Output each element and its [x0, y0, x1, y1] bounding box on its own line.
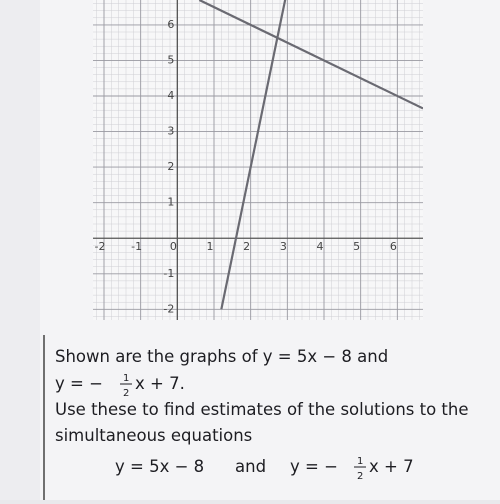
- graph-line: [220, 0, 287, 310]
- question-text: x + 7.: [135, 374, 185, 393]
- x-tick-label: -1: [131, 240, 142, 253]
- x-tick-label: 6: [390, 240, 397, 253]
- equation-joiner: and: [235, 457, 266, 476]
- x-tick-label: 4: [317, 240, 324, 253]
- y-tick-label: 3: [167, 125, 174, 138]
- x-tick-label: 1: [207, 240, 214, 253]
- question-text: simultaneous equations: [55, 426, 252, 445]
- y-tick-label: 2: [167, 160, 174, 173]
- x-tick-label: 0: [170, 240, 177, 253]
- question-text: Shown are the graphs of y = 5x − 8 and: [55, 347, 388, 366]
- equation: y = 5x − 8: [115, 457, 204, 476]
- equation: x + 7: [369, 457, 414, 476]
- fraction-numerator: 1: [123, 373, 129, 384]
- fraction-numerator: 1: [357, 456, 363, 467]
- y-tick-label: -2: [163, 302, 174, 315]
- y-tick-label: 4: [167, 89, 174, 102]
- question-text: y = −: [55, 374, 103, 393]
- graph-line: [198, 0, 423, 110]
- fraction-denominator: 2: [123, 388, 129, 399]
- x-tick-label: 2: [243, 240, 250, 253]
- x-tick-label: -2: [95, 240, 106, 253]
- fraction-denominator: 2: [357, 471, 363, 482]
- y-tick-label: 5: [167, 53, 174, 66]
- y-tick-label: -1: [163, 267, 174, 280]
- y-tick-label: 6: [167, 18, 174, 31]
- graph: -2 -1 0 1 2 3 4 5 6 -2 -1 1 2 3 4 5 6: [93, 0, 423, 320]
- y-tick-label: 1: [167, 196, 174, 209]
- x-tick-label: 5: [353, 240, 360, 253]
- equation: y = −: [290, 457, 338, 476]
- x-tick-label: 3: [280, 240, 287, 253]
- question-text: Use these to find estimates of the solut…: [55, 400, 469, 419]
